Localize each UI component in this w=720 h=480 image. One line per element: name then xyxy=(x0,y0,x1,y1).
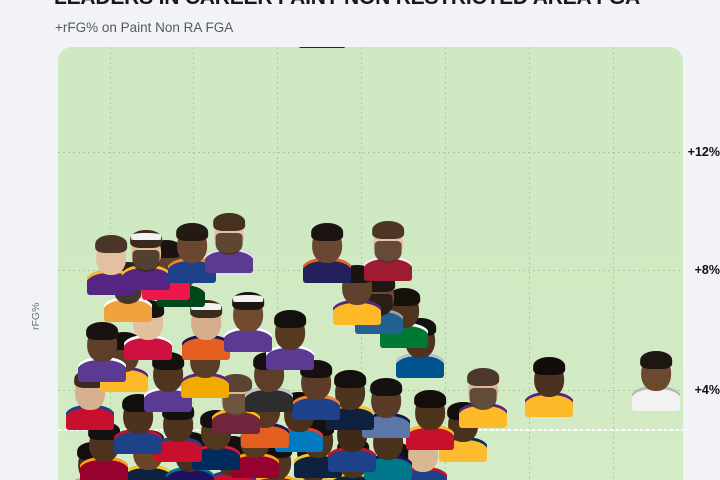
player-hair xyxy=(311,223,343,241)
player-headband xyxy=(233,295,263,302)
player-hair xyxy=(334,370,366,388)
player-hair xyxy=(274,310,306,328)
player-marker[interactable] xyxy=(303,223,351,283)
player-hair xyxy=(213,213,245,231)
page-title: LEADERS IN CAREER PAINT NON RESTRICTED A… xyxy=(54,0,640,10)
player-headshot xyxy=(298,47,346,48)
player-headshot xyxy=(78,322,126,382)
player-beard xyxy=(215,233,243,255)
player-hair xyxy=(370,378,402,396)
player-headshot xyxy=(364,221,412,281)
player-marker[interactable] xyxy=(114,394,162,454)
player-headshot xyxy=(406,390,454,450)
player-headshot xyxy=(303,223,351,283)
player-headshot xyxy=(266,310,314,370)
player-hair xyxy=(372,221,404,239)
player-hair xyxy=(86,322,118,340)
player-headshot xyxy=(122,230,170,290)
y-axis-tick-12: +12% xyxy=(687,145,720,159)
player-marker[interactable] xyxy=(122,230,170,290)
player-headshot xyxy=(205,213,253,273)
player-marker[interactable] xyxy=(298,47,346,48)
player-headshot xyxy=(114,394,162,454)
player-headshot xyxy=(362,378,410,438)
player-headband xyxy=(191,303,221,310)
vertical-gridline xyxy=(277,47,278,480)
player-marker[interactable] xyxy=(406,390,454,450)
player-headshot xyxy=(168,223,216,283)
y-axis-label: rFG% xyxy=(30,302,42,330)
vertical-gridline xyxy=(361,47,362,480)
player-marker[interactable] xyxy=(266,310,314,370)
plot-area xyxy=(58,47,683,480)
player-hair xyxy=(95,235,127,253)
player-marker[interactable] xyxy=(632,351,680,411)
player-headshot xyxy=(525,357,573,417)
player-hair xyxy=(533,357,565,375)
vertical-gridline xyxy=(613,47,614,480)
player-marker[interactable] xyxy=(144,352,192,412)
player-marker[interactable] xyxy=(364,221,412,281)
player-headshot xyxy=(224,292,272,352)
player-marker[interactable] xyxy=(224,292,272,352)
player-hair xyxy=(640,351,672,369)
player-marker[interactable] xyxy=(182,300,230,360)
player-headband xyxy=(131,233,161,240)
player-jersey xyxy=(80,456,128,480)
player-beard xyxy=(132,250,160,272)
horizontal-gridline xyxy=(58,152,683,153)
chart-subtitle: +rFG% on Paint Non RA FGA xyxy=(55,20,234,35)
player-headshot xyxy=(182,300,230,360)
player-jersey xyxy=(124,464,172,480)
player-headshot xyxy=(459,368,507,428)
player-hair xyxy=(388,288,420,306)
player-marker[interactable] xyxy=(525,357,573,417)
player-beard xyxy=(469,388,497,410)
y-axis-tick-8: +8% xyxy=(694,263,720,277)
player-jersey xyxy=(298,47,346,48)
player-marker[interactable] xyxy=(205,213,253,273)
player-hair xyxy=(467,368,499,386)
vertical-gridline xyxy=(529,47,530,480)
player-beard xyxy=(222,394,250,416)
player-beard xyxy=(374,241,402,263)
player-headshot xyxy=(144,352,192,412)
player-jersey xyxy=(166,466,214,480)
player-marker[interactable] xyxy=(459,368,507,428)
player-marker[interactable] xyxy=(326,370,374,430)
player-marker[interactable] xyxy=(362,378,410,438)
vertical-gridline xyxy=(445,47,446,480)
player-headshot xyxy=(632,351,680,411)
player-headshot xyxy=(326,370,374,430)
player-marker[interactable] xyxy=(78,322,126,382)
player-hair xyxy=(414,390,446,408)
y-axis-tick-4: +4% xyxy=(694,383,720,397)
player-hair xyxy=(176,223,208,241)
player-marker[interactable] xyxy=(168,223,216,283)
